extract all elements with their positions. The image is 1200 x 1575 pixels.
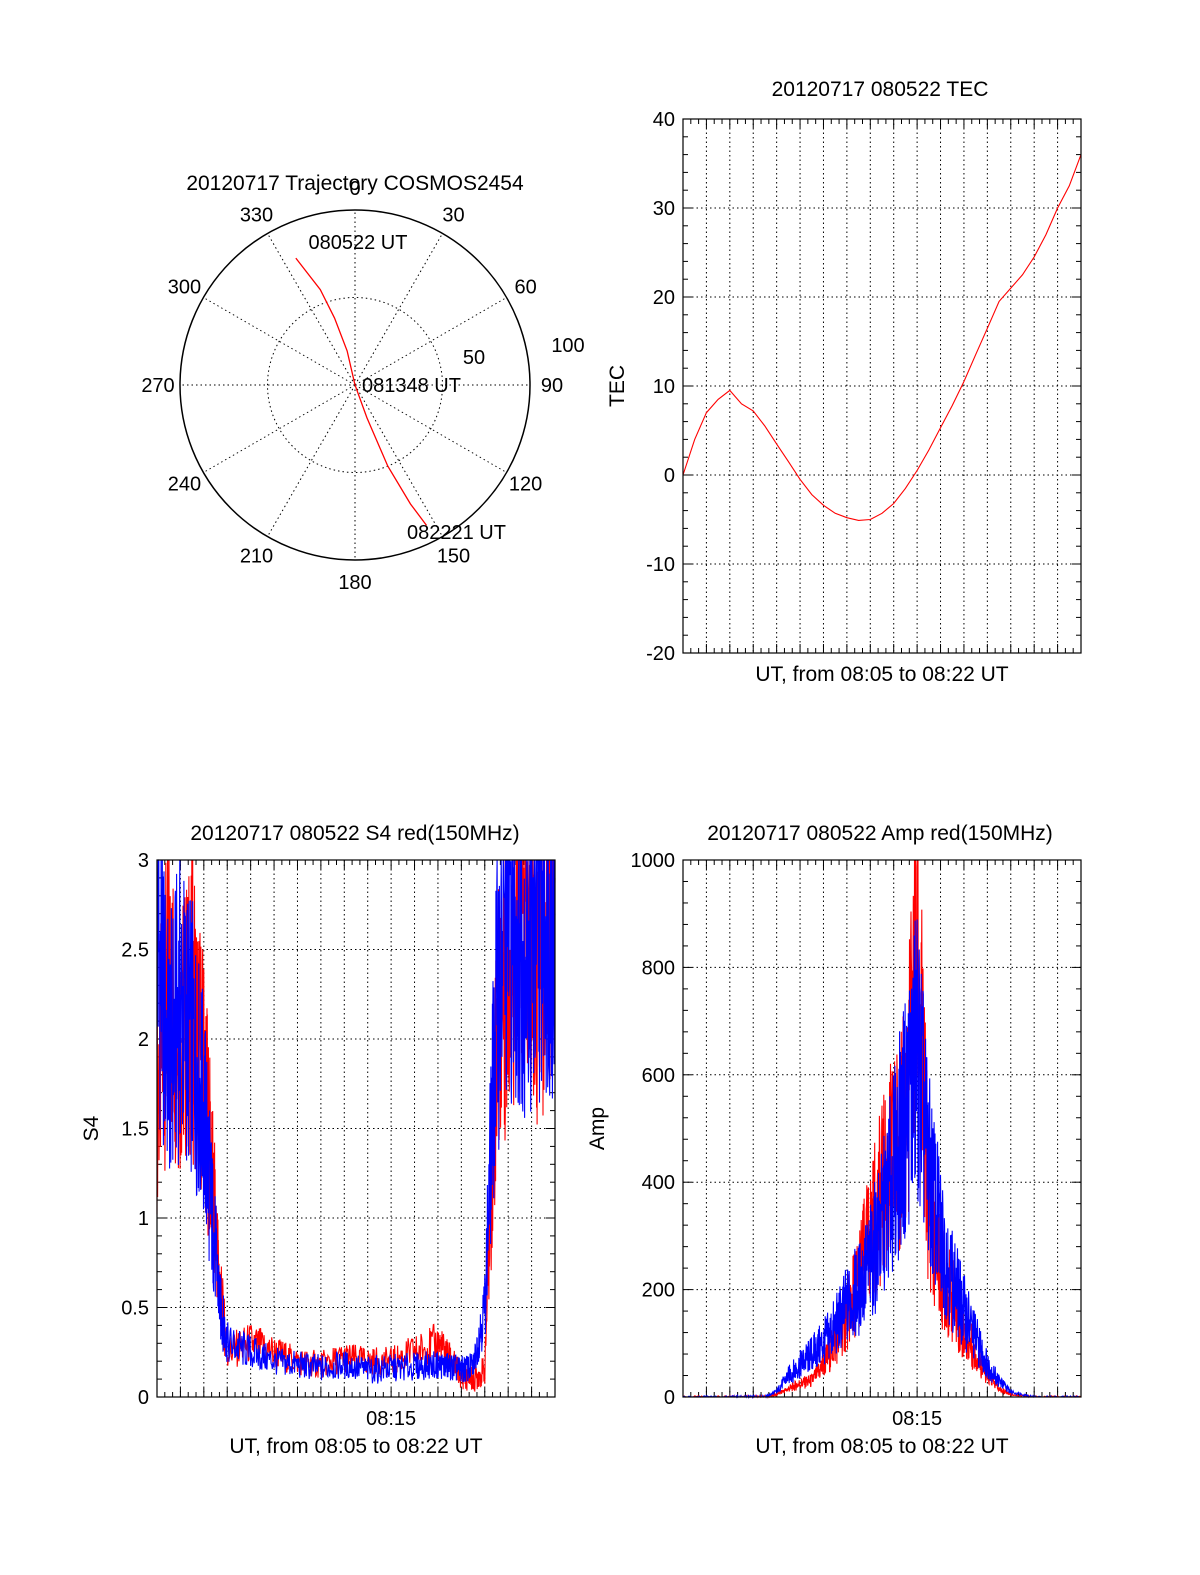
y-axis-label: Amp — [586, 1107, 609, 1150]
series-line-red — [682, 154, 1082, 521]
polar-spoke-240 — [203, 384, 356, 473]
ytick-label-400: 400 — [642, 1172, 675, 1194]
polar-grid-circle-50 — [267, 297, 443, 473]
ytick-label-30: 30 — [653, 198, 675, 220]
ytick-label--20: -20 — [646, 643, 675, 665]
y-axis-label: S4 — [80, 1115, 103, 1141]
ytick-label-20: 20 — [653, 287, 675, 309]
ytick-label--10: -10 — [646, 554, 675, 576]
ytick-label-40: 40 — [653, 109, 675, 131]
polar-spoke-60 — [354, 297, 507, 386]
polar-az-label-240: 240 — [168, 474, 201, 496]
polar-annotation-2: 082221 UT — [407, 522, 506, 544]
ytick-label-0.5: 0.5 — [121, 1298, 149, 1320]
s4-panel: 20120717 080522 S4 red(150MHz) 0 0.5 1 1.5 2… — [80, 822, 556, 1458]
polar-az-label-0: 0 — [349, 178, 360, 200]
plot-frame — [682, 118, 1082, 654]
x-axis-label: UT, from 08:05 to 08:22 UT — [229, 1435, 482, 1458]
ytick-label-800: 800 — [642, 957, 675, 979]
y-axis-label: TEC — [606, 365, 629, 407]
ytick-label-0: 0 — [664, 1387, 675, 1409]
polar-az-label-330: 330 — [240, 204, 273, 226]
xtick-label-08:15: 08:15 — [366, 1408, 416, 1430]
polar-az-label-120: 120 — [509, 474, 542, 496]
polar-spoke-30 — [354, 233, 443, 386]
ytick-label-10: 10 — [653, 376, 675, 398]
series-line-blue — [156, 859, 556, 1384]
polar-az-label-270: 270 — [141, 375, 174, 397]
ytick-label-1000: 1000 — [631, 850, 676, 872]
ytick-label-3: 3 — [138, 850, 149, 872]
s4-title: 20120717 080522 S4 red(150MHz) — [190, 822, 519, 845]
polar-annotation-0: 080522 UT — [309, 232, 408, 254]
polar-panel: 20120717 Trajectory COSMOS2454 0 30 60 90 12… — [141, 172, 584, 594]
polar-radial-label-100: 100 — [551, 335, 584, 357]
polar-labels: 0 30 60 90 120 150 180 210 240 270 300 330 50 100 0805… — [141, 178, 584, 594]
ytick-label-200: 200 — [642, 1280, 675, 1302]
polar-outer-circle — [179, 209, 531, 561]
polar-az-label-150: 150 — [437, 546, 470, 568]
ytick-label-600: 600 — [642, 1065, 675, 1087]
polar-az-label-210: 210 — [240, 546, 273, 568]
series-line-red — [682, 859, 1082, 1400]
amp-title: 20120717 080522 Amp red(150MHz) — [707, 822, 1053, 845]
polar-az-label-300: 300 — [168, 277, 201, 299]
tec-title: 20120717 080522 TEC — [772, 78, 989, 101]
polar-title: 20120717 Trajectory COSMOS2454 — [186, 172, 524, 195]
polar-spoke-210 — [267, 384, 356, 537]
polar-az-label-30: 30 — [442, 204, 464, 226]
ytick-label-2.5: 2.5 — [121, 940, 149, 962]
x-axis-label: UT, from 08:05 to 08:22 UT — [755, 663, 1008, 686]
polar-az-label-180: 180 — [338, 572, 371, 594]
x-axis-label: UT, from 08:05 to 08:22 UT — [755, 1435, 1008, 1458]
polar-radial-label-50: 50 — [463, 347, 485, 369]
plot-frame — [682, 859, 1082, 1398]
ytick-label-2: 2 — [138, 1029, 149, 1051]
ytick-label-1: 1 — [138, 1208, 149, 1230]
polar-trajectory-line — [295, 257, 428, 526]
amp-panel: 20120717 080522 Amp red(150MHz) 0 200 400 6… — [586, 822, 1082, 1458]
tec-panel: 20120717 080522 TEC -20 -10 0 10 20 30 40 UT, f… — [606, 78, 1082, 686]
polar-grid — [179, 209, 531, 561]
polar-annotation-1: 081348 UT — [362, 375, 461, 397]
xtick-label-08:15: 08:15 — [892, 1408, 942, 1430]
ytick-label-1.5: 1.5 — [121, 1119, 149, 1141]
plot-frame — [156, 859, 556, 1398]
polar-az-label-90: 90 — [541, 375, 563, 397]
s4-plot: 0 0.5 1 1.5 2 2.5 3 08:15 UT, from 08:05 to 08:2… — [80, 850, 556, 1458]
polar-series — [295, 257, 428, 526]
tec-plot: -20 -10 0 10 20 30 40 UT, from 08:05 to 08:22 U… — [606, 109, 1082, 686]
series-line-blue — [682, 919, 1081, 1400]
amp-plot: 0 200 400 600 800 1000 08:15 UT, from 08:05 to … — [586, 850, 1082, 1458]
ytick-label-0: 0 — [664, 465, 675, 487]
ytick-label-0: 0 — [138, 1387, 149, 1409]
polar-az-label-60: 60 — [514, 277, 536, 299]
